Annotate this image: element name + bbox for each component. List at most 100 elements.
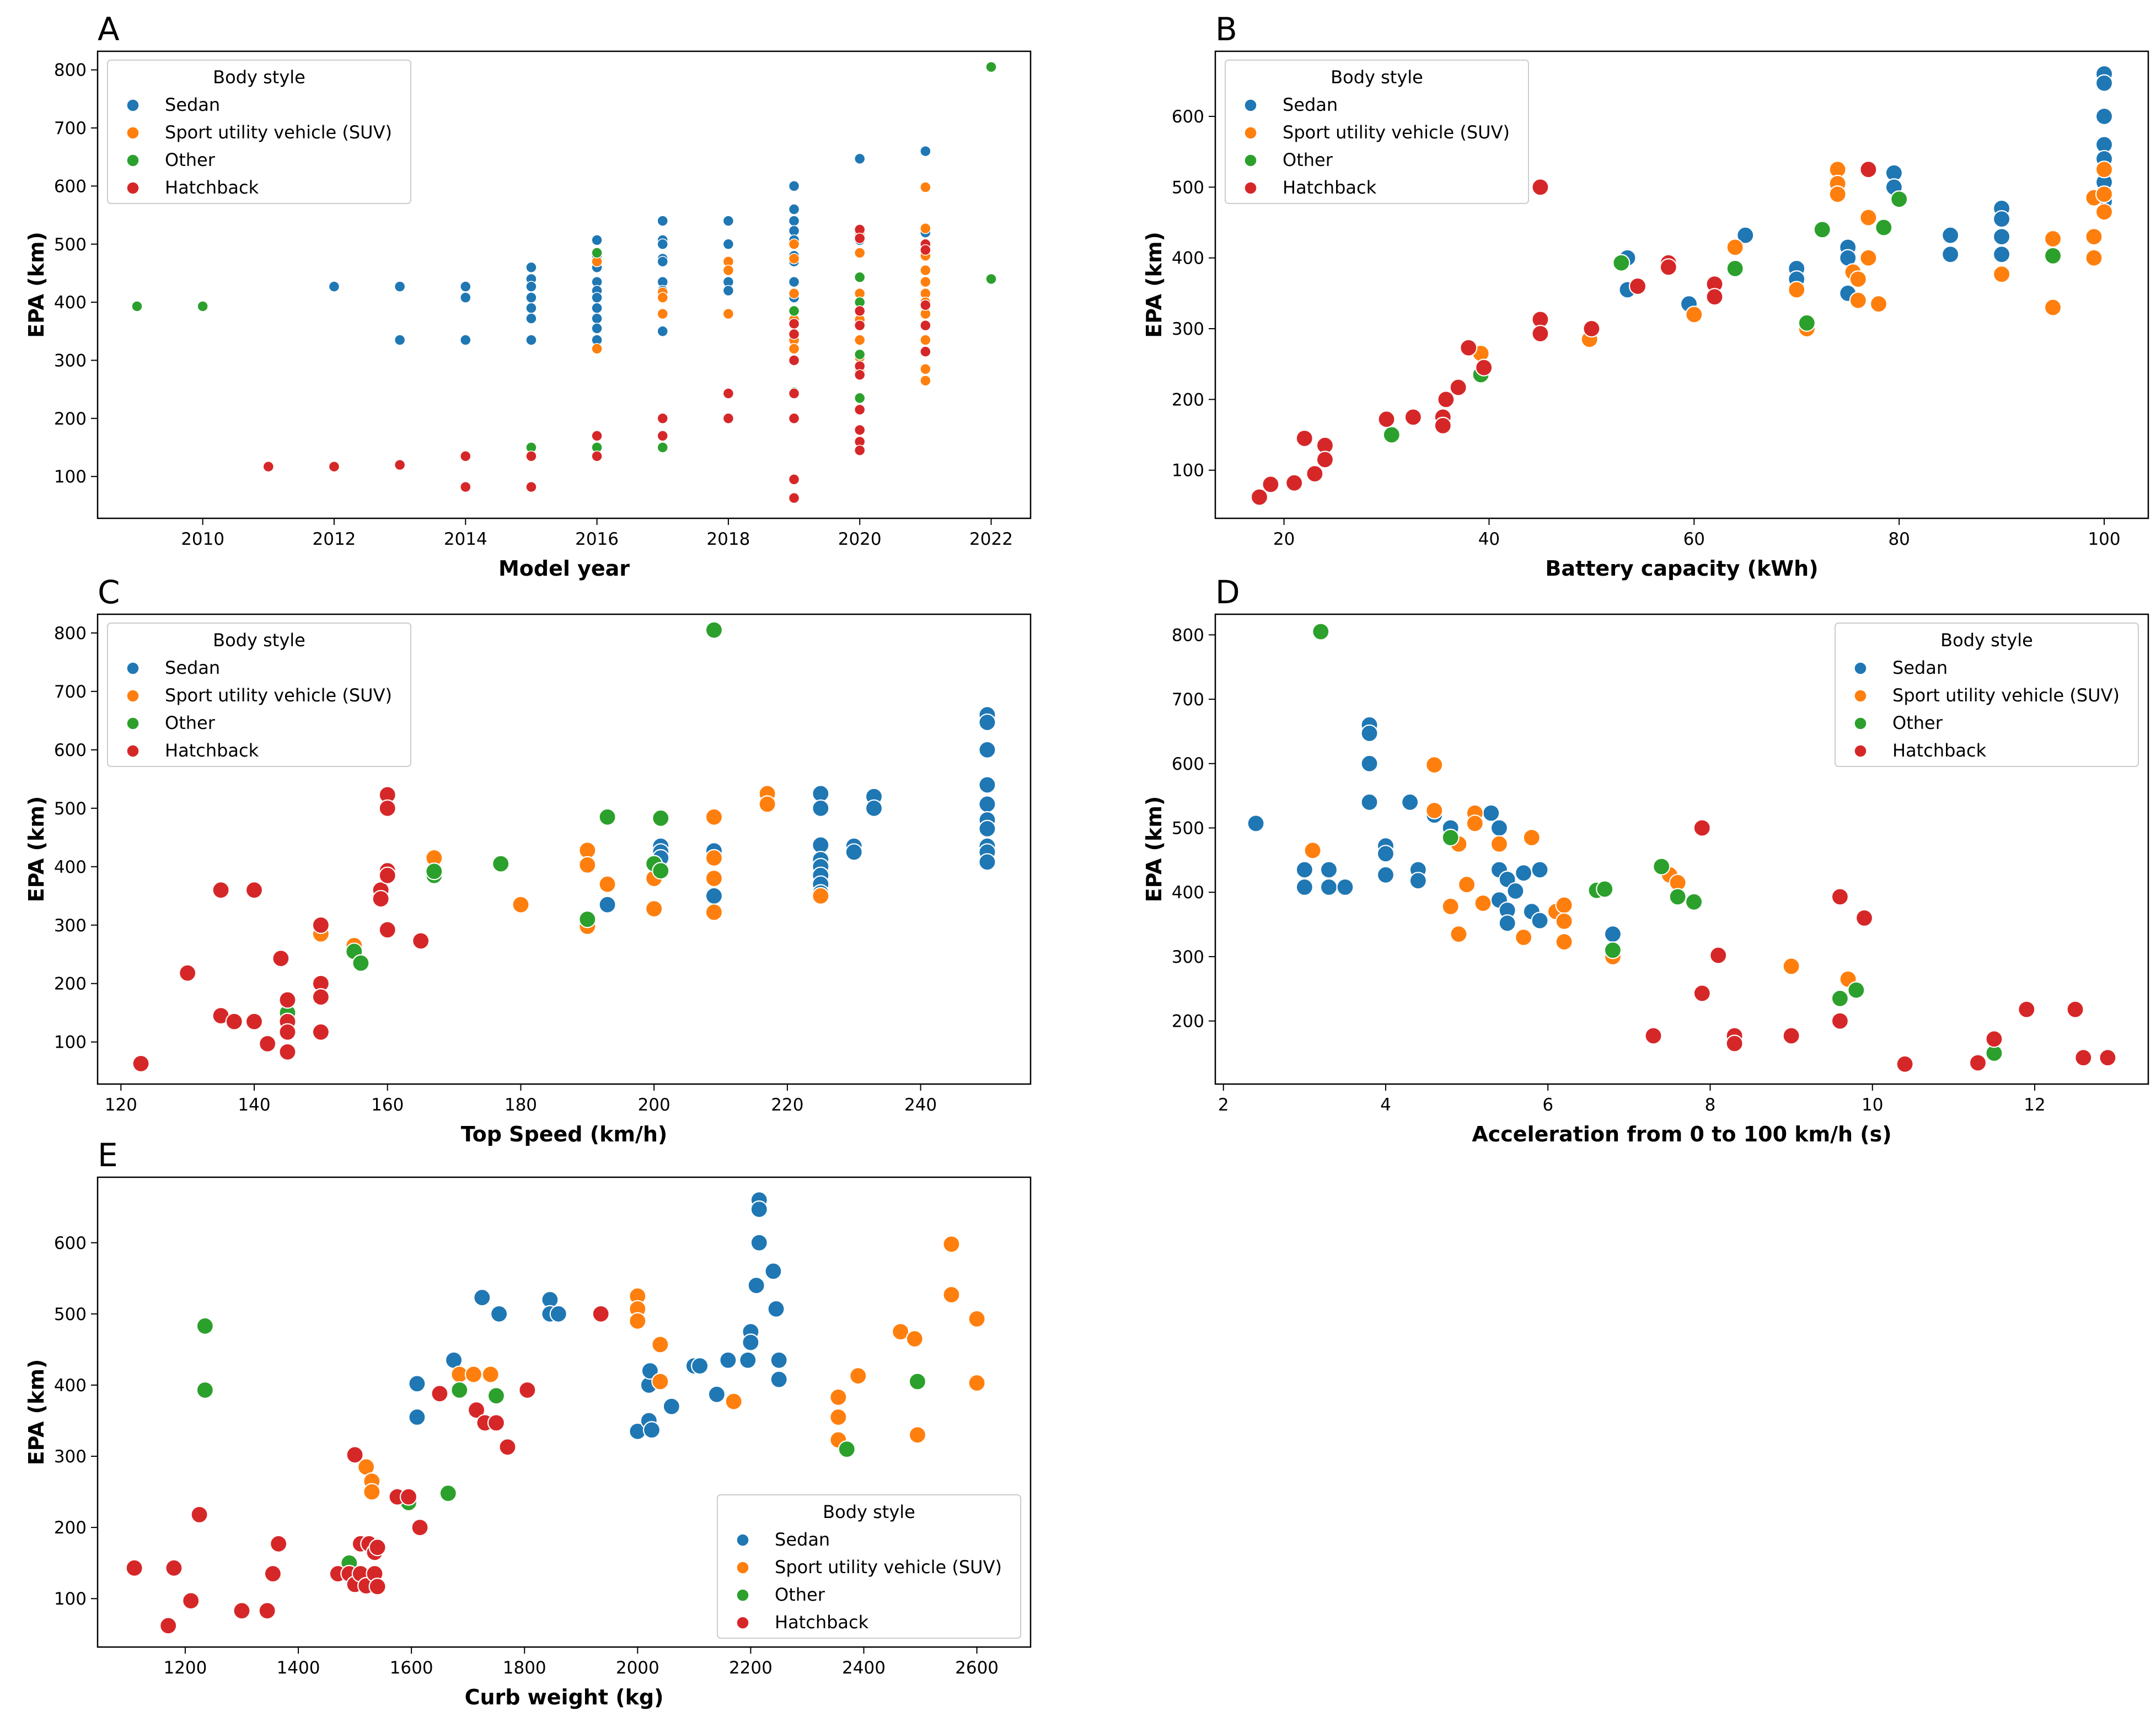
data-point [525, 481, 537, 493]
data-point [2044, 298, 2062, 317]
data-point [722, 388, 734, 399]
data-point [854, 319, 866, 331]
data-point [1360, 754, 1379, 773]
legend-label: Other [1892, 712, 1943, 733]
data-point [1875, 218, 1893, 237]
data-point [1653, 857, 1671, 876]
data-point [1706, 288, 1724, 306]
y-axis-label: EPA (km) [24, 232, 49, 338]
panel-letter: E [98, 1136, 118, 1174]
y-tick-label: 400 [1172, 883, 1204, 903]
data-point [854, 232, 866, 244]
x-tick-label: 200 [638, 1095, 671, 1115]
data-point [854, 404, 866, 416]
y-tick-label: 200 [54, 1518, 87, 1538]
series-sedan [408, 1191, 788, 1440]
data-point [1555, 912, 1573, 930]
data-point [829, 1388, 848, 1406]
legend-label: Hatchback [165, 740, 259, 761]
data-point [908, 1372, 927, 1391]
data-point [525, 313, 537, 324]
data-point [196, 1317, 214, 1335]
data-point [1869, 295, 1888, 313]
data-point [739, 1351, 757, 1369]
x-tick-label: 1400 [277, 1658, 320, 1678]
legend-title: Body style [1331, 67, 1423, 88]
legend-marker [126, 154, 140, 167]
y-tick-label: 500 [54, 1305, 87, 1324]
data-point [854, 348, 866, 361]
data-point [1450, 925, 1468, 943]
y-tick-label: 100 [54, 1589, 87, 1609]
data-point [1969, 1054, 1987, 1072]
data-point [1798, 314, 1816, 332]
data-point [1725, 1034, 1744, 1053]
data-point [845, 843, 863, 861]
data-point [492, 855, 510, 873]
data-point [1942, 245, 1960, 264]
legend-label: Sedan [1283, 94, 1338, 115]
x-tick-label: 60 [1683, 529, 1705, 549]
panel-letter: A [98, 10, 120, 48]
data-point [705, 903, 723, 921]
data-point [1555, 932, 1573, 951]
data-point [719, 1351, 737, 1369]
legend-label: Sedan [1892, 657, 1948, 678]
x-tick-label: 12 [2024, 1095, 2045, 1115]
data-point [788, 253, 800, 265]
legend: Body style Sedan Sport utility vehicle (SU… [1835, 623, 2139, 767]
x-tick-label: 1200 [163, 1658, 207, 1678]
legend-marker [1244, 126, 1257, 140]
x-tick-label: 2012 [313, 529, 356, 549]
y-tick-label: 200 [54, 974, 87, 994]
data-point [328, 281, 340, 292]
y-tick-label: 500 [54, 799, 87, 819]
data-point [598, 808, 616, 826]
data-point [1849, 270, 1867, 288]
series-sport-utility-vehicle-suv [357, 1235, 986, 1501]
data-point [657, 442, 668, 453]
data-point [259, 1034, 277, 1053]
data-point [1376, 845, 1395, 863]
data-point [1466, 814, 1484, 833]
series-other [278, 621, 723, 1022]
x-tick-label: 40 [1478, 529, 1500, 549]
data-point [722, 412, 734, 425]
data-point [788, 180, 800, 192]
data-point [1531, 324, 1549, 343]
data-point [854, 392, 866, 404]
data-point [258, 1602, 276, 1620]
data-point [196, 1381, 214, 1399]
data-point [578, 856, 597, 874]
data-point [854, 271, 866, 283]
data-point [788, 343, 800, 355]
series-sedan [1247, 716, 1622, 943]
data-point [487, 1387, 506, 1405]
data-point [1782, 1027, 1800, 1045]
data-point [1859, 249, 1878, 267]
data-point [978, 819, 996, 838]
data-point [750, 1233, 768, 1252]
data-point [131, 301, 143, 312]
legend: Body style Sedan Sport utility vehicle (SU… [717, 1494, 1021, 1639]
y-tick-label: 800 [54, 61, 87, 81]
y-axis-label: EPA (km) [24, 796, 49, 903]
data-point [525, 450, 537, 462]
data-point [905, 1329, 924, 1348]
data-point [591, 234, 603, 246]
data-point [1401, 793, 1419, 811]
data-point [662, 1397, 680, 1415]
data-point [368, 1578, 387, 1596]
data-point [1474, 894, 1492, 913]
legend-marker [126, 99, 140, 112]
data-point [363, 1483, 381, 1501]
data-point [985, 273, 997, 285]
data-point [1360, 724, 1379, 743]
data-point [2085, 228, 2103, 246]
data-point [1460, 339, 1478, 357]
data-point [1603, 941, 1622, 959]
y-tick-label: 600 [54, 176, 87, 196]
panel-letter: D [1215, 573, 1240, 611]
x-tick-label: 120 [105, 1095, 137, 1115]
